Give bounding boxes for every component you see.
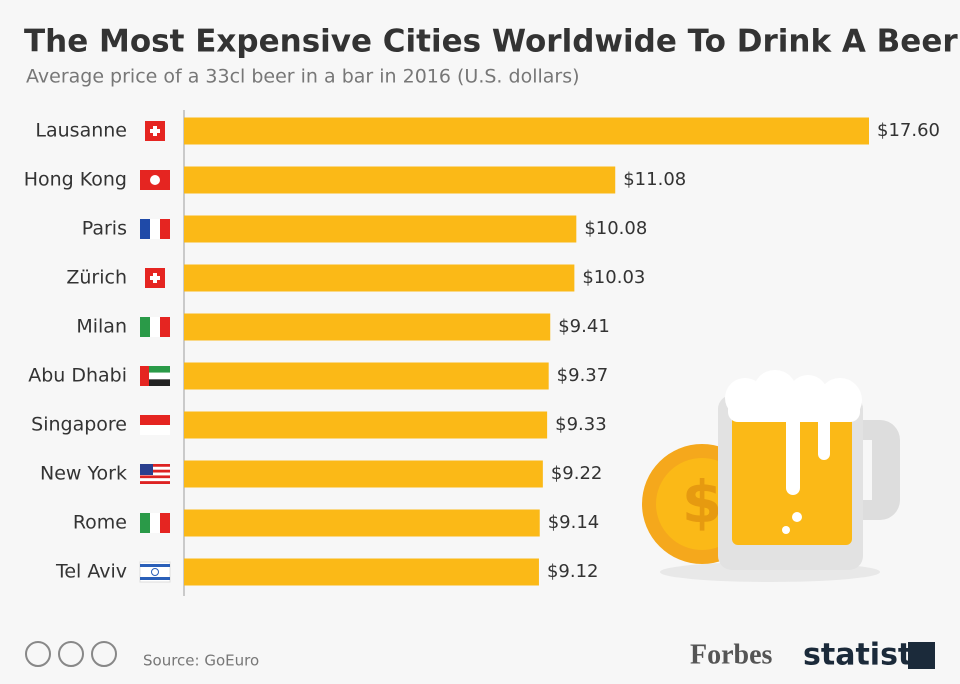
bar [184,117,869,145]
svg-text:$: $ [682,468,722,536]
chart-subtitle: Average price of a 33cl beer in a bar in… [26,66,580,88]
bar [184,411,548,439]
value-label: $9.37 [557,365,609,386]
flag-part [140,317,150,337]
flag [145,121,165,141]
flag-part [140,219,150,239]
flag-part [140,372,170,380]
value-label: $9.33 [555,414,607,435]
y-tick-label: Paris [82,218,127,240]
flag-part [150,317,160,337]
flag-part [150,175,160,185]
flag-part [140,464,170,467]
y-tick-label: Singapore [31,414,127,436]
y-tick-label: Abu Dhabi [28,365,127,387]
flag-part [140,475,170,479]
flag [140,415,170,435]
logo-forbes: Forbes [690,639,773,670]
value-label: $10.03 [582,267,645,288]
flag [139,561,171,583]
flag-part [140,425,170,435]
flag [140,219,170,239]
flag [140,513,170,533]
y-tick-label: Tel Aviv [55,561,127,583]
bar [184,264,575,292]
flag-part [150,129,160,133]
flag-part [151,568,159,576]
flag-part [150,513,160,533]
logo-statista-mark [908,642,935,669]
flag [140,464,170,484]
value-label: $9.12 [547,561,599,582]
y-tick-label: Lausanne [35,120,127,142]
flag-part [140,564,170,567]
flag [140,366,170,386]
flag-part [150,219,160,239]
flag-part [160,317,170,337]
source: Source: GoEuro [143,652,259,670]
flag-part [150,276,160,280]
flag [145,268,165,288]
y-tick-label: New York [40,463,127,485]
value-label: $9.41 [558,316,610,337]
flag-part [140,379,170,386]
bar [184,509,540,537]
y-tick-label: Rome [73,512,127,534]
flag-part [140,478,170,482]
value-label: $17.60 [877,120,940,141]
y-tick-label: Milan [76,316,127,338]
bar [184,362,549,390]
flag [140,170,170,190]
flag [140,317,170,337]
value-label: $11.08 [623,169,686,190]
flag-part [140,466,170,470]
flag-part [160,219,170,239]
flag-part [140,469,170,473]
value-label: $9.14 [548,512,600,533]
y-tick-label: Hong Kong [24,169,127,191]
flag-part [140,472,170,476]
beer-illustration: $ [642,370,900,582]
license-icons [25,641,117,667]
flag-part [140,366,149,386]
bar [184,558,539,586]
flag-part [140,366,170,373]
flag-part [140,481,170,484]
bar [184,460,543,488]
value-label: $10.08 [584,218,647,239]
flag-part [140,464,153,475]
chart-title: The Most Expensive Cities Worldwide To D… [24,24,958,60]
flag-part [160,513,170,533]
flag-part [140,513,150,533]
y-tick-label: Zürich [66,267,127,289]
bar [184,166,616,194]
bar [184,215,577,243]
bar [184,313,551,341]
value-label: $9.22 [551,463,603,484]
flag-part [140,577,170,580]
flag-part [140,415,170,425]
